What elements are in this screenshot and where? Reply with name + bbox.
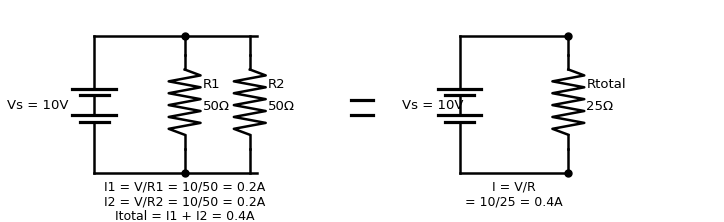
Text: 25Ω: 25Ω <box>586 100 613 113</box>
Text: R1: R1 <box>203 78 220 91</box>
Text: Itotal = I1 + I2 = 0.4A: Itotal = I1 + I2 = 0.4A <box>115 210 254 222</box>
Text: I = V/R: I = V/R <box>492 181 536 194</box>
Text: Rtotal: Rtotal <box>586 78 626 91</box>
Text: I1 = V/R1 = 10/50 = 0.2A: I1 = V/R1 = 10/50 = 0.2A <box>104 181 265 194</box>
Text: I2 = V/R2 = 10/50 = 0.2A: I2 = V/R2 = 10/50 = 0.2A <box>104 195 265 208</box>
Text: 50Ω: 50Ω <box>268 100 295 113</box>
Text: 50Ω: 50Ω <box>203 100 230 113</box>
Text: = 10/25 = 0.4A: = 10/25 = 0.4A <box>466 195 563 208</box>
Text: Vs = 10V: Vs = 10V <box>402 99 463 112</box>
Text: R2: R2 <box>268 78 285 91</box>
Text: Vs = 10V: Vs = 10V <box>7 99 69 112</box>
